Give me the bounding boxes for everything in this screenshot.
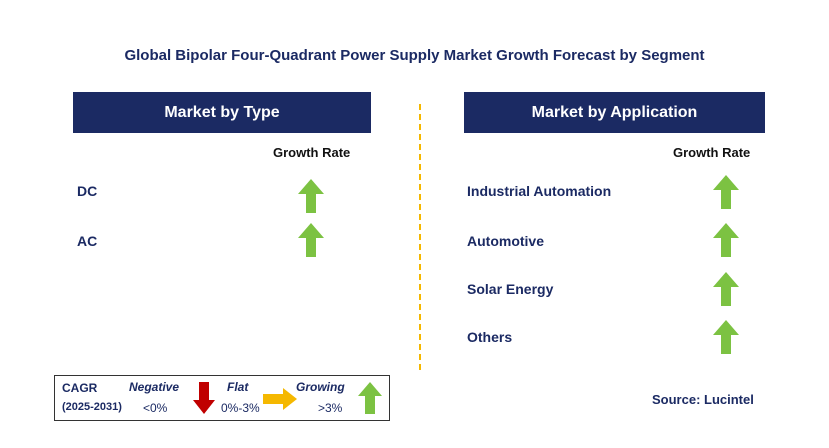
down-arrow-icon (193, 382, 215, 414)
application-row-label-others: Others (467, 329, 513, 345)
application-row-label-industrial-automation: Industrial Automation (467, 183, 612, 199)
type-row-label-ac: AC (77, 233, 98, 249)
right-arrow-icon (263, 388, 297, 410)
legend-growing-label: Growing (296, 380, 345, 394)
up-arrow-icon (298, 179, 324, 213)
legend-flat-label: Flat (227, 380, 249, 394)
up-arrow-icon (713, 175, 739, 209)
application-row-label-solar-energy: Solar Energy (467, 281, 554, 297)
chart-title: Global Bipolar Four-Quadrant Power Suppl… (124, 47, 705, 64)
type-row-label-dc: DC (77, 183, 98, 199)
legend-negative-range: <0% (143, 401, 168, 415)
up-arrow-icon (713, 272, 739, 306)
type-growth-rate-label: Growth Rate (273, 145, 351, 160)
application-panel-header: Market by Application (464, 92, 765, 133)
up-arrow-icon (298, 223, 324, 257)
legend-flat-range: 0%-3% (221, 401, 260, 415)
application-growth-rate-label: Growth Rate (673, 145, 751, 160)
legend-negative-label: Negative (129, 380, 180, 394)
application-row-label-automotive: Automotive (467, 233, 544, 249)
legend-period-label: (2025-2031) (62, 401, 122, 413)
up-arrow-icon (358, 382, 382, 414)
source-label: Source: Lucintel (652, 392, 754, 407)
panel-divider (419, 104, 421, 370)
cagr-legend: CAGR (2025-2031) Negative <0% Flat 0%-3%… (54, 375, 390, 421)
type-panel-header: Market by Type (73, 92, 371, 133)
up-arrow-icon (713, 320, 739, 354)
legend-cagr-label: CAGR (62, 381, 98, 395)
legend-growing-range: >3% (318, 401, 343, 415)
up-arrow-icon (713, 223, 739, 257)
